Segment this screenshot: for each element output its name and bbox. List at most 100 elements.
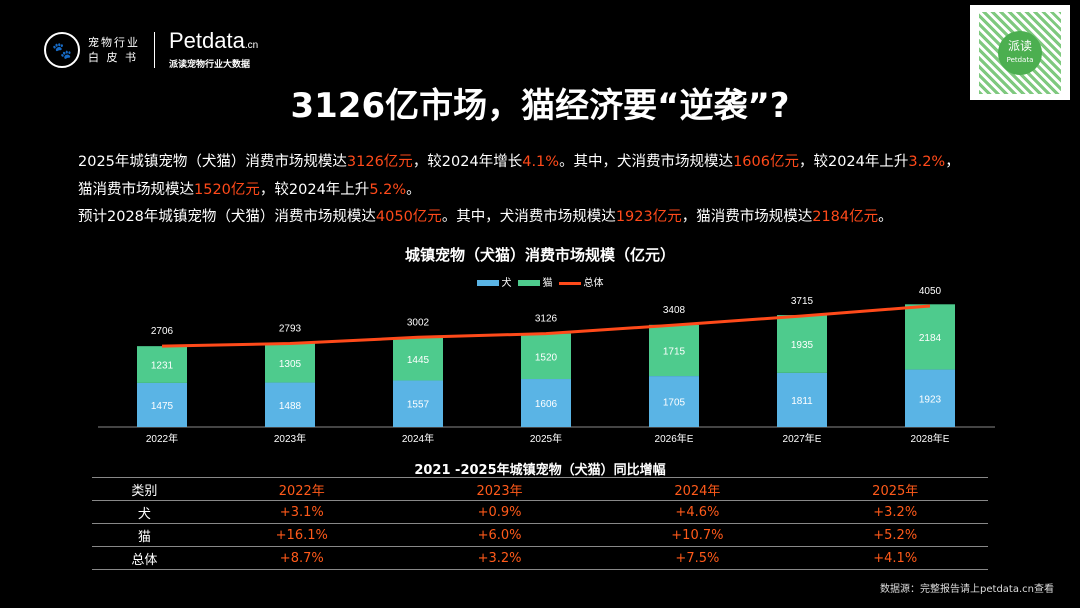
logo-line1: 宠物行业 xyxy=(88,36,140,49)
bar-cat xyxy=(265,343,315,383)
data-label-dog: 1705 xyxy=(663,398,686,409)
x-tick-label: 2028年E xyxy=(911,432,950,445)
data-label-cat: 1305 xyxy=(279,359,302,370)
data-label-dog: 1488 xyxy=(279,401,302,412)
table-cell: +10.7% xyxy=(592,523,803,547)
table-cell: +5.2% xyxy=(802,523,988,547)
table-cell: 猫 xyxy=(92,523,197,547)
data-label-total: 3408 xyxy=(663,305,686,316)
data-label-cat: 1520 xyxy=(535,352,558,363)
bar-cat xyxy=(905,304,955,370)
table-row: 总体 +8.7% +3.2% +7.5% +4.1% xyxy=(92,546,988,570)
highlight-value: 3126亿元 xyxy=(346,154,413,170)
bar-cat xyxy=(137,346,187,383)
x-tick-label: 2024年 xyxy=(402,432,434,445)
text: ，较2024年上升 xyxy=(259,181,370,198)
paragraph-line: 2025年城镇宠物（犬猫）消费市场规模达3126亿元，较2024年增长4.1%。… xyxy=(78,150,960,171)
legend: 犬 猫 总体 xyxy=(0,274,1080,289)
logo: 🐾 宠物行业白 皮 书 Petdata.cn 派读宠物行业大数据 xyxy=(44,30,258,70)
table-cell: +8.7% xyxy=(196,546,407,570)
data-label-cat: 1231 xyxy=(151,361,174,372)
bar-dog xyxy=(393,380,443,427)
text: 猫消费市场规模达 xyxy=(78,181,194,198)
table-cell: 总体 xyxy=(92,546,197,570)
highlight-value: 4.1% xyxy=(522,154,560,170)
text: 。 xyxy=(878,209,893,225)
page-title: 3126亿市场，猫经济要“逆袭”? xyxy=(290,86,790,126)
text: 。其中，犬消费市场规模达 xyxy=(559,154,734,170)
data-label-total: 4050 xyxy=(919,286,942,297)
chart-title: 城镇宠物（犬猫）消费市场规模（亿元） xyxy=(404,246,675,264)
line-total xyxy=(161,304,931,348)
table-cell: 犬 xyxy=(92,500,197,524)
text: 。 xyxy=(406,181,421,198)
table-cell: 2023年 xyxy=(406,477,593,501)
legend-cat: 猫 xyxy=(517,274,553,289)
x-tick-label: 2026年E xyxy=(655,432,694,445)
highlight-value: 4050亿元 xyxy=(375,209,442,225)
table-header: 类别 2022年 2023年 2024年 2025年 xyxy=(92,477,988,501)
table-cell: +4.1% xyxy=(802,546,988,570)
qr-code: 派读 Petdata xyxy=(970,5,1070,100)
table-row: 犬 +3.1% +0.9% +4.6% +3.2% xyxy=(92,500,988,524)
text: 2025年城镇宠物（犬猫）消费市场规模达 xyxy=(78,154,347,170)
data-label-total: 2706 xyxy=(151,326,174,337)
legend-dog: 犬 xyxy=(476,274,512,289)
highlight-value: 1606亿元 xyxy=(733,154,799,170)
table-cell: 2025年 xyxy=(802,477,988,501)
data-label-total: 3126 xyxy=(535,314,558,325)
bar-dog xyxy=(649,376,699,427)
table-cell: +0.9% xyxy=(406,500,593,524)
source-note: 数据源：完整报告请上petdata.cn查看 xyxy=(880,584,1054,595)
table-cell: +3.2% xyxy=(406,546,593,570)
x-tick-label: 2023年 xyxy=(274,432,306,445)
logo-line2: 白 皮 书 xyxy=(88,51,138,64)
data-label-cat: 1935 xyxy=(791,340,814,351)
highlight-value: 5.2% xyxy=(369,181,407,198)
data-label-dog: 1606 xyxy=(535,399,558,410)
table-cell: 2022年 xyxy=(196,477,407,501)
highlight-value: 2184亿元 xyxy=(812,209,879,225)
data-label-dog: 1923 xyxy=(919,394,942,405)
x-tick-label: 2025年 xyxy=(530,432,562,445)
data-label-dog: 1475 xyxy=(151,401,174,412)
table-cell: +3.1% xyxy=(196,500,407,524)
bar-cat xyxy=(393,337,443,381)
table-cell: 2024年 xyxy=(592,477,803,501)
data-label-total: 3002 xyxy=(407,317,430,328)
divider xyxy=(154,32,155,68)
data-label-cat: 2184 xyxy=(919,333,942,344)
data-label-total: 3715 xyxy=(791,296,814,307)
table-cell: +4.6% xyxy=(592,500,803,524)
table-cell: +7.5% xyxy=(592,546,803,570)
bar-dog xyxy=(521,379,571,427)
table-cell: +6.0% xyxy=(406,523,593,547)
table-title: 2021 -2025年城镇宠物（犬猫）同比增幅 xyxy=(414,463,666,478)
paragraph-line: 猫消费市场规模达1520亿元，较2024年上升5.2%。 xyxy=(78,178,421,199)
bar-chart: 1475 1231 2706 2022年 1488 1305 2793 2023年 1557 14… xyxy=(98,286,995,445)
table-cell: 类别 xyxy=(92,477,197,501)
table-cell: +3.2% xyxy=(802,500,988,524)
highlight-value: 1520亿元 xyxy=(194,181,260,198)
text: ，较2024年增长 xyxy=(412,154,523,170)
bar-dog xyxy=(137,382,187,427)
data-label-cat: 1445 xyxy=(407,355,430,366)
highlight-value: 1923亿元 xyxy=(615,209,682,225)
pet-face-icon: 🐾 xyxy=(44,32,80,68)
data-label-total: 2793 xyxy=(279,324,302,335)
x-tick-label: 2022年 xyxy=(146,432,178,445)
table-row: 猫 +16.1% +6.0% +10.7% +5.2% xyxy=(92,523,988,547)
bar-dog xyxy=(265,382,315,427)
bar-cat xyxy=(521,333,571,380)
table-cell: +16.1% xyxy=(196,523,407,547)
data-label-dog: 1557 xyxy=(407,400,430,411)
text: ， xyxy=(945,154,960,170)
highlight-value: 3.2% xyxy=(908,154,946,170)
paragraph-line: 预计2028年城镇宠物（犬猫）消费市场规模达4050亿元。其中，犬消费市场规模达… xyxy=(78,205,893,226)
bar-dog xyxy=(905,369,955,427)
text: 预计2028年城镇宠物（犬猫）消费市场规模达 xyxy=(78,209,376,225)
text: ，猫消费市场规模达 xyxy=(681,209,813,225)
x-tick-label: 2027年E xyxy=(783,432,822,445)
brand: Petdata.cn xyxy=(169,28,259,53)
bar-dog xyxy=(777,372,827,427)
